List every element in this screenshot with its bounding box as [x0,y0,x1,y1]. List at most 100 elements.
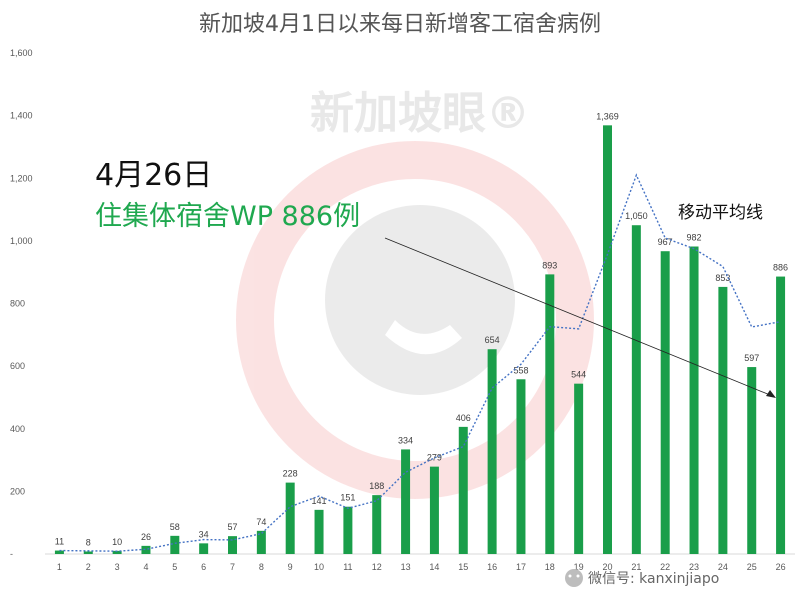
x-tick-label: 21 [631,562,641,572]
x-tick-label: 18 [545,562,555,572]
bar [199,543,209,554]
y-tick-label: 1,400 [10,111,33,121]
bar-labels: 11 8 10 26 58 34 57 74 228 141 151 188 334 279 406 654 5… [55,111,788,547]
x-tick-label: 6 [201,562,206,572]
bar-value-label: 11 [55,537,64,547]
moving-average-line [59,173,781,552]
x-tick-label: 14 [429,562,439,572]
bar [545,274,555,554]
annotation-date: 4月26日 [95,158,212,193]
bar-value-label: 279 [427,453,442,463]
bar-value-label: 188 [369,481,384,491]
bar-value-label: 597 [744,353,759,363]
bar [170,535,180,554]
x-tick-label: 15 [458,562,468,572]
x-tick-label: 5 [172,562,177,572]
x-tick-label: 10 [314,562,324,572]
bar-value-label: 58 [170,522,180,532]
bar [372,495,382,554]
x-tick-label: 3 [115,562,120,572]
x-tick-label: 25 [747,562,757,572]
y-tick-label: 1,000 [10,236,33,246]
bar [401,449,411,554]
bar-value-label: 558 [513,365,528,375]
bar [458,426,468,554]
x-tick-label: 7 [230,562,235,572]
bar-value-label: 654 [485,335,500,345]
bar-value-label: 26 [141,532,151,542]
bar [747,367,757,554]
bar-value-label: 10 [112,537,122,547]
chart-title: 新加坡4月1日以来每日新增客工宿舍病例 [199,12,601,37]
x-tick-label: 22 [660,562,670,572]
bar-value-label: 982 [687,233,702,243]
y-tick-label: 400 [10,424,25,434]
x-tick-label: 16 [487,562,497,572]
bar-value-label: 57 [227,522,237,532]
bar-value-label: 1,369 [596,111,619,121]
bar [776,276,786,554]
bar [718,286,728,554]
bar-value-label: 893 [542,260,557,270]
bar [83,551,93,554]
annotation-arrowhead [766,390,776,398]
bar-value-label: 8 [86,537,91,547]
x-tick-label: 24 [718,562,728,572]
y-axis: - 200 400 600 800 1,000 1,200 1,400 1,600 [10,48,33,559]
bar [603,125,612,554]
y-tick-label: 1,200 [10,173,33,183]
x-axis: 1 2 3 4 5 6 7 8 9 10 11 12 13 14 15 16 17 18 19 20 21 22 23 24 2… [45,553,795,572]
bar-value-label: 141 [312,496,327,506]
x-tick-label: 13 [401,562,411,572]
bar [516,379,526,554]
bar [112,550,122,554]
x-tick-label: 4 [143,562,148,572]
y-tick-label: 600 [10,361,25,371]
moving-average-label: 移动平均线 [678,203,763,223]
bar [256,530,266,554]
x-tick-label: 11 [343,562,352,572]
y-tick-label: - [10,549,13,559]
bar-value-label: 151 [340,493,355,503]
bar [228,536,237,554]
wechat-icon [565,569,583,587]
bar-value-label: 1,050 [625,211,648,221]
x-tick-label: 17 [516,562,526,572]
bar [689,246,699,555]
bar-value-label: 74 [256,517,266,527]
bar-value-label: 228 [283,469,298,479]
moving-average-polyline [59,173,781,552]
bar [574,383,584,554]
bar-value-label: 886 [773,263,788,273]
bar [487,349,497,554]
x-tick-label: 26 [776,562,786,572]
y-tick-label: 200 [10,486,25,496]
bar-value-label: 853 [715,273,730,283]
x-tick-label: 20 [602,562,612,572]
x-tick-label: 19 [574,562,584,572]
footer-text: 微信号: kanxinjiapo [588,571,719,587]
x-tick-label: 9 [288,562,293,572]
x-tick-label: 2 [86,562,91,572]
bar [343,506,353,554]
bar-value-label: 967 [658,237,673,247]
bar [285,482,295,554]
bar-value-label: 34 [199,529,209,539]
bar-value-label: 334 [398,435,413,445]
bar-value-label: 406 [456,413,471,423]
annotation-arrow [384,237,771,396]
x-tick-label: 12 [372,562,382,572]
y-tick-label: 1,600 [10,48,33,58]
y-tick-label: 800 [10,299,25,309]
bar [141,545,151,554]
bar-value-label: 544 [571,370,586,380]
bar [660,251,670,554]
bars [54,125,786,555]
x-tick-label: 1 [57,562,62,572]
annotation-text: 住集体宿舍WP 886例 [95,201,360,232]
bar [429,466,439,554]
x-tick-label: 8 [259,562,264,572]
watermark-text: 新加坡眼® [310,88,530,139]
bar [54,550,64,554]
x-tick-label: 23 [689,562,699,572]
